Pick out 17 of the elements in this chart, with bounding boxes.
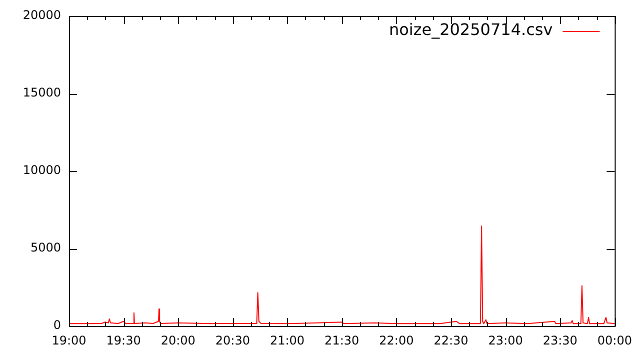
- y-tick-label: 10000: [22, 163, 61, 178]
- x-tick-label: 19:00: [52, 333, 86, 348]
- x-tick-label: 20:30: [215, 333, 250, 348]
- x-tick-label: 00:00: [597, 333, 632, 348]
- x-tick-label: 22:30: [434, 333, 468, 348]
- y-tick-label: 20000: [22, 8, 61, 22]
- y-tick-label: 15000: [22, 86, 61, 100]
- x-tick-label: 21:00: [270, 333, 305, 348]
- x-tick-label: 19:30: [106, 333, 141, 348]
- text: noize_20250714.csv: [388, 20, 553, 40]
- x-tick-label: 23:00: [488, 333, 523, 348]
- x-tick-label: 22:00: [379, 333, 414, 348]
- x-tick-label: 23:30: [542, 333, 578, 348]
- y-tick-label: 0: [53, 318, 61, 332]
- y-tick-label: 5000: [30, 240, 61, 255]
- x-tick-label: 21:30: [324, 333, 360, 348]
- x-tick-label: 20:00: [160, 333, 196, 348]
